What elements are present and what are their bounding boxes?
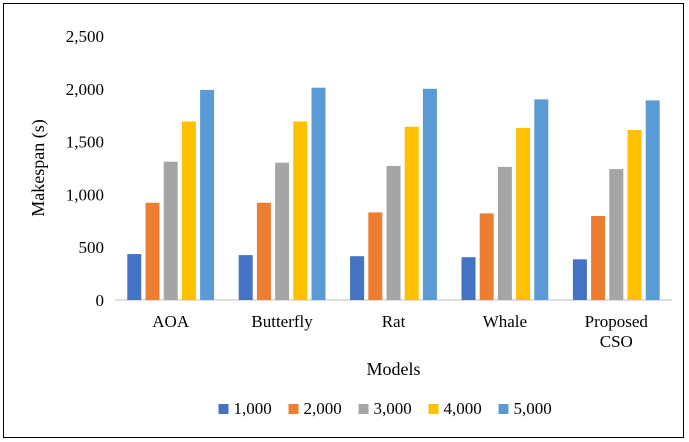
bar-whale-series-2 [479, 213, 494, 300]
y-axis-ticks: 0 500 1,000 1,500 2,000 2,500 [66, 27, 104, 310]
bar-aoa-series-5 [200, 89, 215, 301]
legend-item: 2,000 [288, 399, 342, 418]
bar-proposed-cso-series-4 [627, 130, 642, 300]
legend-swatch [498, 404, 509, 414]
bar-butterfly-series-2 [256, 202, 271, 300]
x-tick-label-line: Proposed [585, 312, 649, 331]
x-tick-label-line: Rat [382, 312, 406, 331]
bar-proposed-cso-series-2 [591, 216, 606, 300]
x-tick-label: Proposed CSO [585, 312, 649, 351]
legend-swatch [218, 404, 229, 414]
bar-aoa-series-4 [181, 121, 196, 300]
bar-rat-series-5 [422, 88, 437, 300]
x-tick-label: AOA [152, 312, 190, 331]
bar-butterfly-series-4 [293, 121, 308, 300]
bar-whale-series-1 [461, 257, 476, 300]
x-axis-ticks: AOA Butterfly Rat Whale Proposed CSO [152, 312, 648, 351]
bar-rat-series-4 [404, 126, 419, 300]
x-tick-label: Whale [483, 312, 527, 331]
y-tick-label: 1,500 [66, 133, 104, 152]
x-axis-title: Models [367, 359, 421, 379]
legend: 1,000 2,000 3,000 4,000 5,000 [218, 399, 552, 418]
chart-frame [3, 3, 684, 438]
legend-item: 4,000 [428, 399, 482, 418]
bar-rat-series-2 [368, 212, 383, 300]
x-tick-label-line: Whale [483, 312, 527, 331]
bar-butterfly-series-3 [275, 162, 290, 300]
x-tick-label-line: AOA [152, 312, 190, 331]
bar-whale-series-5 [534, 99, 549, 301]
bar-proposed-cso-series-5 [645, 100, 660, 301]
bar-butterfly-series-5 [311, 87, 326, 300]
legend-item: 1,000 [218, 399, 272, 418]
bar-butterfly-series-1 [238, 255, 253, 300]
bar-whale-series-4 [516, 127, 531, 301]
legend-swatch [358, 404, 369, 414]
y-tick-label: 1,000 [66, 185, 104, 204]
legend-swatch [428, 404, 439, 414]
y-tick-label: 2,000 [66, 80, 104, 99]
y-tick-label: 0 [96, 291, 105, 310]
x-tick-label-line: Butterfly [251, 312, 313, 331]
y-tick-label: 500 [79, 238, 105, 257]
legend-item: 5,000 [498, 399, 552, 418]
bar-proposed-cso-series-3 [609, 169, 624, 300]
x-tick-label: Rat [382, 312, 406, 331]
legend-swatch [288, 404, 299, 414]
legend-label: 4,000 [444, 399, 482, 418]
legend-label: 3,000 [374, 399, 412, 418]
bar-proposed-cso-series-1 [572, 259, 587, 300]
bars [127, 87, 660, 301]
bar-aoa-series-3 [163, 161, 178, 300]
bar-rat-series-3 [386, 165, 401, 300]
bar-rat-series-1 [350, 256, 365, 300]
legend-label: 5,000 [514, 399, 552, 418]
legend-label: 2,000 [304, 399, 342, 418]
bar-aoa-series-1 [127, 254, 142, 300]
bar-aoa-series-2 [145, 202, 160, 300]
x-tick-label: Butterfly [251, 312, 313, 331]
bar-whale-series-3 [497, 166, 512, 300]
y-axis-title: Makespan (s) [28, 119, 49, 216]
legend-label: 1,000 [234, 399, 272, 418]
y-tick-label: 2,500 [66, 27, 104, 46]
x-tick-label-line: CSO [600, 332, 633, 351]
legend-item: 3,000 [358, 399, 412, 418]
